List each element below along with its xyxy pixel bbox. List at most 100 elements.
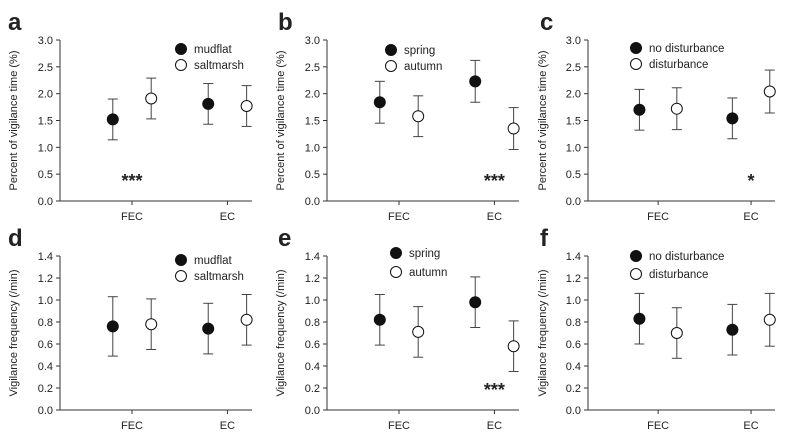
y-tick-label: 2.0 [305, 89, 320, 101]
panel-letter: d [8, 225, 23, 252]
data-point-disturbance [670, 327, 683, 339]
data-point-mudflat [202, 97, 215, 110]
y-tick-label: 0.0 [566, 405, 581, 417]
y-tick-label: 2.0 [566, 89, 581, 101]
legend-marker [385, 44, 397, 56]
y-tick-label: 0.0 [38, 196, 53, 208]
x-tick-label: EC [487, 211, 502, 223]
y-tick-label: 0.0 [305, 196, 320, 208]
legend-marker [175, 254, 187, 266]
legend-marker [630, 268, 642, 280]
data-point-autumn [412, 325, 425, 338]
y-axis-label: Vigilance frequency (/min) [537, 270, 549, 397]
data-point-saltmarsh [240, 313, 253, 326]
data-point-autumn [507, 122, 520, 135]
y-tick-label: 2.5 [305, 62, 320, 74]
legend-label: spring [409, 248, 440, 260]
y-tick-label: 2.5 [38, 62, 53, 74]
panel-letter: a [8, 9, 22, 36]
y-tick-label: 1.0 [305, 295, 320, 307]
legend-marker [390, 266, 402, 278]
data-point-saltmarsh [145, 318, 158, 331]
legend-marker [630, 42, 642, 54]
y-tick-label: 0.4 [566, 361, 581, 373]
data-point-no-disturbance [633, 312, 646, 325]
legend-label: no disturbance [649, 43, 724, 55]
y-tick-label: 1.2 [566, 273, 581, 285]
panel-f: f 0.0 0.2 0.4 0.6 0.8 1.0 1.2 1.4 FEC EC Vigilance … [537, 225, 776, 432]
y-tick-label: 0.8 [566, 317, 581, 329]
legend-label: spring [404, 45, 435, 57]
data-point-spring [469, 75, 482, 88]
data-point-no-disturbance [726, 112, 739, 125]
y-tick-label: 0.0 [566, 196, 581, 208]
data-point-no-disturbance [726, 323, 739, 336]
y-tick-label: 0.8 [305, 317, 320, 329]
legend-marker [630, 250, 642, 262]
legend-marker [175, 43, 187, 55]
y-axis-label: Percent of vigilance time (%) [275, 51, 287, 191]
x-tick-label: FEC [121, 211, 143, 223]
y-tick-label: 1.5 [38, 116, 53, 128]
panel-c: c 0.0 0.5 1.0 1.5 2.0 2.5 3.0 FEC EC Percent of vi… [537, 9, 776, 223]
y-axis-label: Percent of vigilance time (%) [8, 51, 20, 191]
data-point-autumn [412, 110, 425, 123]
legend-marker [390, 247, 402, 259]
legend-marker [385, 60, 397, 72]
significance-label: *** [121, 171, 142, 191]
y-tick-label: 1.4 [566, 251, 581, 263]
y-tick-label: 3.0 [38, 35, 53, 47]
legend-label: no disturbance [649, 251, 724, 263]
data-point-mudflat [202, 322, 215, 335]
legend-marker [175, 59, 187, 71]
y-tick-label: 1.5 [566, 116, 581, 128]
y-tick-label: 2.0 [38, 89, 53, 101]
legend-label: disturbance [649, 59, 708, 71]
y-tick-label: 1.0 [566, 295, 581, 307]
y-tick-label: 0.5 [305, 169, 320, 181]
y-tick-label: 1.0 [566, 142, 581, 154]
legend-label: autumn [404, 61, 442, 73]
data-point-no-disturbance [633, 103, 646, 116]
data-point-mudflat [106, 320, 119, 333]
data-point-disturbance [670, 102, 683, 115]
y-axis-label: Vigilance frequency (/min) [8, 270, 20, 397]
panel-d: d 0.0 0.2 0.4 0.6 0.8 1.0 1.2 1.4 FEC EC Vigilance … [8, 225, 253, 432]
y-tick-label: 0.2 [38, 383, 53, 395]
y-tick-label: 0.6 [305, 339, 320, 351]
x-tick-label: FEC [388, 211, 410, 223]
data-point-autumn [507, 340, 520, 353]
data-point-saltmarsh [240, 100, 253, 113]
panel-letter: c [540, 9, 553, 36]
y-tick-label: 3.0 [305, 35, 320, 47]
x-tick-label: EC [743, 211, 758, 223]
legend-label: disturbance [649, 269, 708, 281]
x-tick-label: FEC [388, 420, 410, 432]
legend-label: mudflat [194, 255, 233, 267]
y-tick-label: 1.5 [305, 116, 320, 128]
y-tick-label: 1.2 [38, 273, 53, 285]
y-tick-label: 0.2 [566, 383, 581, 395]
y-tick-label: 0.0 [38, 405, 53, 417]
legend-label: saltmarsh [194, 271, 244, 283]
y-axis-label: Vigilance frequency (/min) [275, 270, 287, 397]
data-point-spring [373, 96, 386, 109]
data-point-disturbance [763, 313, 776, 326]
x-tick-label: EC [220, 211, 235, 223]
y-tick-label: 0.4 [38, 361, 53, 373]
y-tick-label: 1.0 [38, 295, 53, 307]
significance-label: * [748, 171, 755, 191]
panel-letter: b [278, 9, 293, 36]
x-tick-label: FEC [647, 420, 669, 432]
significance-label: *** [484, 380, 505, 400]
y-tick-label: 0.5 [566, 169, 581, 181]
data-point-mudflat [106, 113, 119, 126]
legend-marker [630, 58, 642, 70]
legend-marker [175, 270, 187, 282]
x-tick-label: FEC [121, 420, 143, 432]
x-tick-label: EC [743, 420, 758, 432]
x-tick-label: EC [487, 420, 502, 432]
y-tick-label: 1.4 [305, 251, 320, 263]
data-point-spring [373, 313, 386, 326]
data-point-spring [469, 296, 482, 309]
